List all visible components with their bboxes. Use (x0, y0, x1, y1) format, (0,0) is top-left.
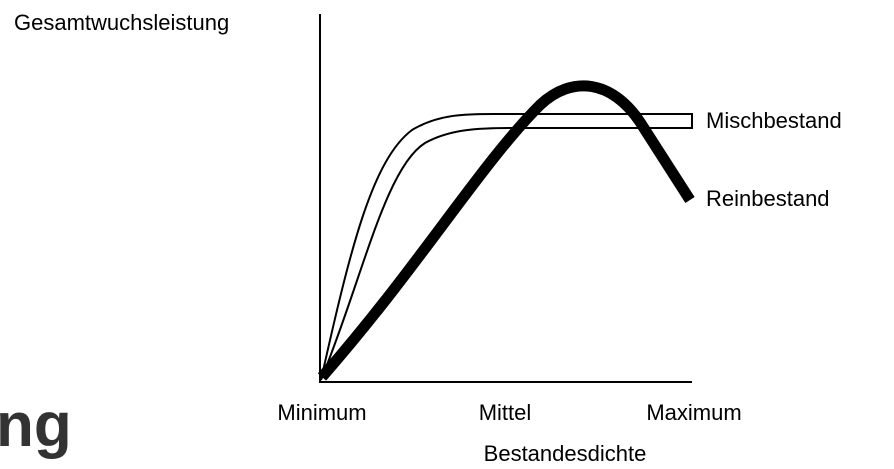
thick-curve (317, 80, 695, 381)
x-axis-label: Bestandesdichte (484, 441, 647, 466)
y-axis-label: Gesamtwuchsleistung (14, 10, 229, 35)
curve-label: Mischbestand (706, 108, 842, 133)
fragment-text: ng (0, 391, 72, 460)
x-label: Maximum (646, 400, 741, 425)
thin-curves (320, 112, 693, 381)
curve-label: Reinbestand (706, 186, 830, 211)
x-label: Minimum (277, 400, 366, 425)
x-label: Mittel (479, 400, 532, 425)
